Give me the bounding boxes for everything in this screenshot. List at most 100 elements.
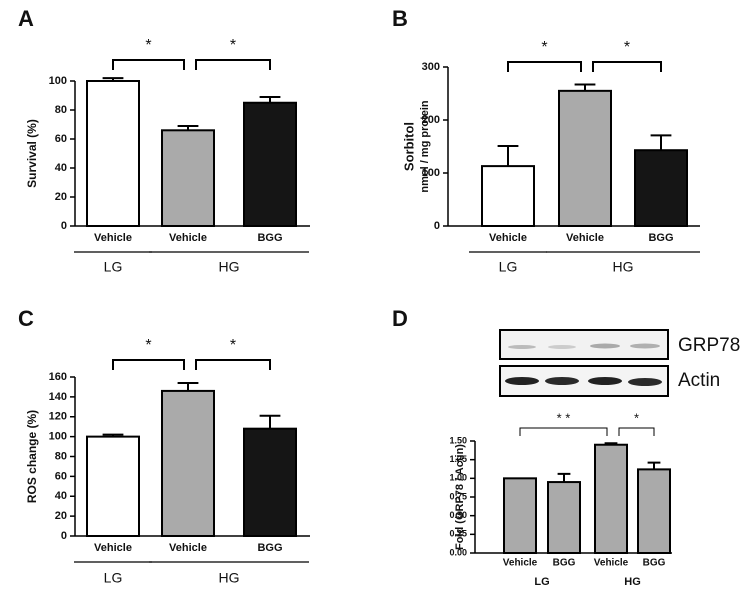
y-axis-label: Sorbitol [401, 122, 416, 171]
blot-band [508, 345, 536, 349]
bar [86, 80, 140, 227]
error-bar [497, 144, 519, 167]
bar [547, 481, 581, 555]
western-blot [499, 329, 669, 397]
error-bar [650, 134, 672, 151]
group-label: LG [499, 259, 518, 275]
group-label: HG [219, 259, 240, 275]
panel-letter: D [392, 306, 408, 331]
x-tick-label: BGG [257, 542, 282, 554]
group-label: HG [613, 259, 634, 275]
y-axis-label: ROS change (%) [25, 410, 39, 503]
y-tick-label: 60 [55, 133, 67, 145]
y-tick-label: 40 [55, 162, 67, 174]
y-tick-label: 140 [49, 391, 67, 403]
bar [637, 468, 671, 554]
significance-bracket [519, 427, 608, 436]
y-tick-label: 1.00 [449, 473, 467, 483]
significance-bracket [592, 61, 662, 72]
group-label: HG [624, 576, 641, 588]
y-axis-label: Survival (%) [25, 119, 39, 188]
bar [86, 435, 140, 537]
x-tick-label: BGG [648, 232, 673, 244]
y-tick-label: 0 [61, 530, 67, 542]
blot-label: GRP78 [678, 335, 740, 356]
y-axis-label: Fold (GRP78 / Actin) [454, 444, 466, 550]
bar [634, 149, 688, 228]
y-tick-label: 80 [55, 450, 67, 462]
bar [594, 443, 628, 555]
significance-label: * * [557, 410, 571, 425]
y-tick-label: 0.25 [449, 529, 467, 539]
blot-band [505, 377, 539, 385]
significance-bracket [618, 427, 655, 436]
y-tick-label: 60 [55, 470, 67, 482]
y-tick-label: 0.00 [449, 547, 467, 557]
panel-letter: A [18, 6, 34, 31]
x-tick-label: BGG [643, 558, 666, 569]
y-tick-label: 160 [49, 371, 67, 383]
significance-label: * [634, 410, 639, 425]
y-tick-label: 100 [422, 167, 440, 179]
y-tick-label: 100 [49, 75, 67, 87]
bar [161, 389, 215, 537]
significance-bracket [195, 359, 271, 370]
error-bar [647, 461, 661, 470]
significance-bracket [507, 61, 582, 72]
error-bar [177, 381, 199, 391]
significance-label: * [145, 37, 151, 54]
y-tick-label: 0 [434, 220, 440, 232]
x-tick-label: Vehicle [489, 232, 527, 244]
y-tick-label: 20 [55, 191, 67, 203]
blot-band [588, 377, 622, 385]
x-tick-label: Vehicle [566, 232, 604, 244]
error-bar [574, 83, 596, 91]
blot-band [628, 378, 662, 386]
x-tick-label: Vehicle [169, 542, 207, 554]
x-tick-label: Vehicle [503, 558, 538, 569]
y-tick-label: 20 [55, 510, 67, 522]
bar [243, 101, 297, 227]
y-tick-label: 1.25 [449, 454, 467, 464]
blot-band [548, 345, 576, 349]
y-tick-label: 80 [55, 104, 67, 116]
panel-letter: B [392, 6, 408, 31]
significance-label: * [230, 37, 236, 54]
panel-letter: C [18, 306, 34, 331]
group-label: LG [534, 576, 549, 588]
x-tick-label: Vehicle [169, 232, 207, 244]
x-tick-label: Vehicle [94, 542, 132, 554]
significance-label: * [624, 39, 630, 56]
significance-bracket [195, 59, 271, 70]
significance-label: * [145, 337, 151, 354]
group-label: HG [219, 570, 240, 586]
significance-label: * [541, 39, 547, 56]
bar [558, 89, 612, 227]
y-axis-label: nmol / mg protein [419, 100, 431, 193]
y-tick-label: 100 [49, 431, 67, 443]
x-tick-label: BGG [553, 558, 576, 569]
bar [503, 477, 537, 555]
x-tick-label: Vehicle [594, 558, 629, 569]
bar [161, 129, 215, 227]
y-tick-label: 40 [55, 490, 67, 502]
blot-band [545, 377, 579, 385]
x-tick-label: BGG [257, 232, 282, 244]
y-tick-label: 1.50 [449, 435, 467, 445]
group-label: LG [104, 259, 123, 275]
error-bar [557, 472, 571, 483]
y-tick-label: 0.50 [449, 510, 467, 520]
y-tick-label: 200 [422, 114, 440, 126]
y-tick-label: 300 [422, 61, 440, 73]
y-tick-label: 0 [61, 220, 67, 232]
blot-band [590, 343, 620, 349]
blot-band [630, 343, 660, 349]
blot-label: Actin [678, 370, 720, 391]
significance-label: * [230, 337, 236, 354]
error-bar [259, 414, 281, 429]
bar [243, 427, 297, 537]
bar [481, 165, 535, 227]
y-tick-label: 120 [49, 411, 67, 423]
significance-bracket [112, 59, 185, 70]
